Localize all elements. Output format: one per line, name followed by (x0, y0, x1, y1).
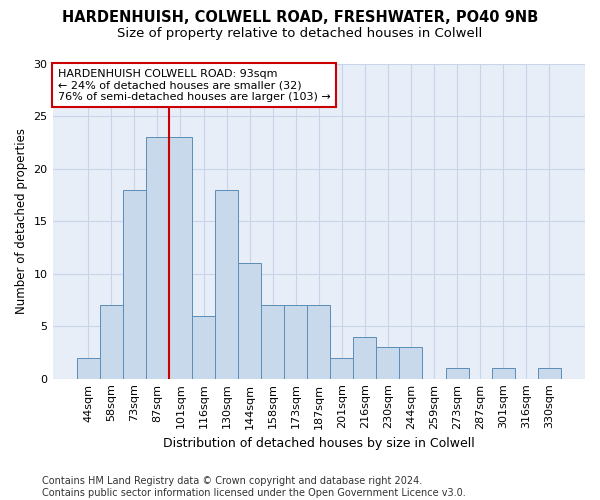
Bar (330, 358, 353, 378)
Bar (146, 138, 169, 378)
Bar (77, 358, 100, 378)
Bar (491, 368, 515, 378)
Bar (400, 347, 422, 378)
Bar (284, 306, 307, 378)
Bar (123, 190, 146, 378)
Y-axis label: Number of detached properties: Number of detached properties (15, 128, 28, 314)
Bar (100, 306, 123, 378)
Text: Size of property relative to detached houses in Colwell: Size of property relative to detached ho… (118, 28, 482, 40)
Text: Contains HM Land Registry data © Crown copyright and database right 2024.
Contai: Contains HM Land Registry data © Crown c… (42, 476, 466, 498)
Bar (238, 264, 261, 378)
Text: HARDENHUISH COLWELL ROAD: 93sqm
← 24% of detached houses are smaller (32)
76% of: HARDENHUISH COLWELL ROAD: 93sqm ← 24% of… (58, 68, 331, 102)
X-axis label: Distribution of detached houses by size in Colwell: Distribution of detached houses by size … (163, 437, 475, 450)
Bar (446, 368, 469, 378)
Text: HARDENHUISH, COLWELL ROAD, FRESHWATER, PO40 9NB: HARDENHUISH, COLWELL ROAD, FRESHWATER, P… (62, 10, 538, 25)
Bar (169, 138, 192, 378)
Bar (353, 336, 376, 378)
Bar (215, 190, 238, 378)
Bar (307, 306, 330, 378)
Bar (376, 347, 400, 378)
Bar (192, 316, 215, 378)
Bar (538, 368, 561, 378)
Bar (261, 306, 284, 378)
